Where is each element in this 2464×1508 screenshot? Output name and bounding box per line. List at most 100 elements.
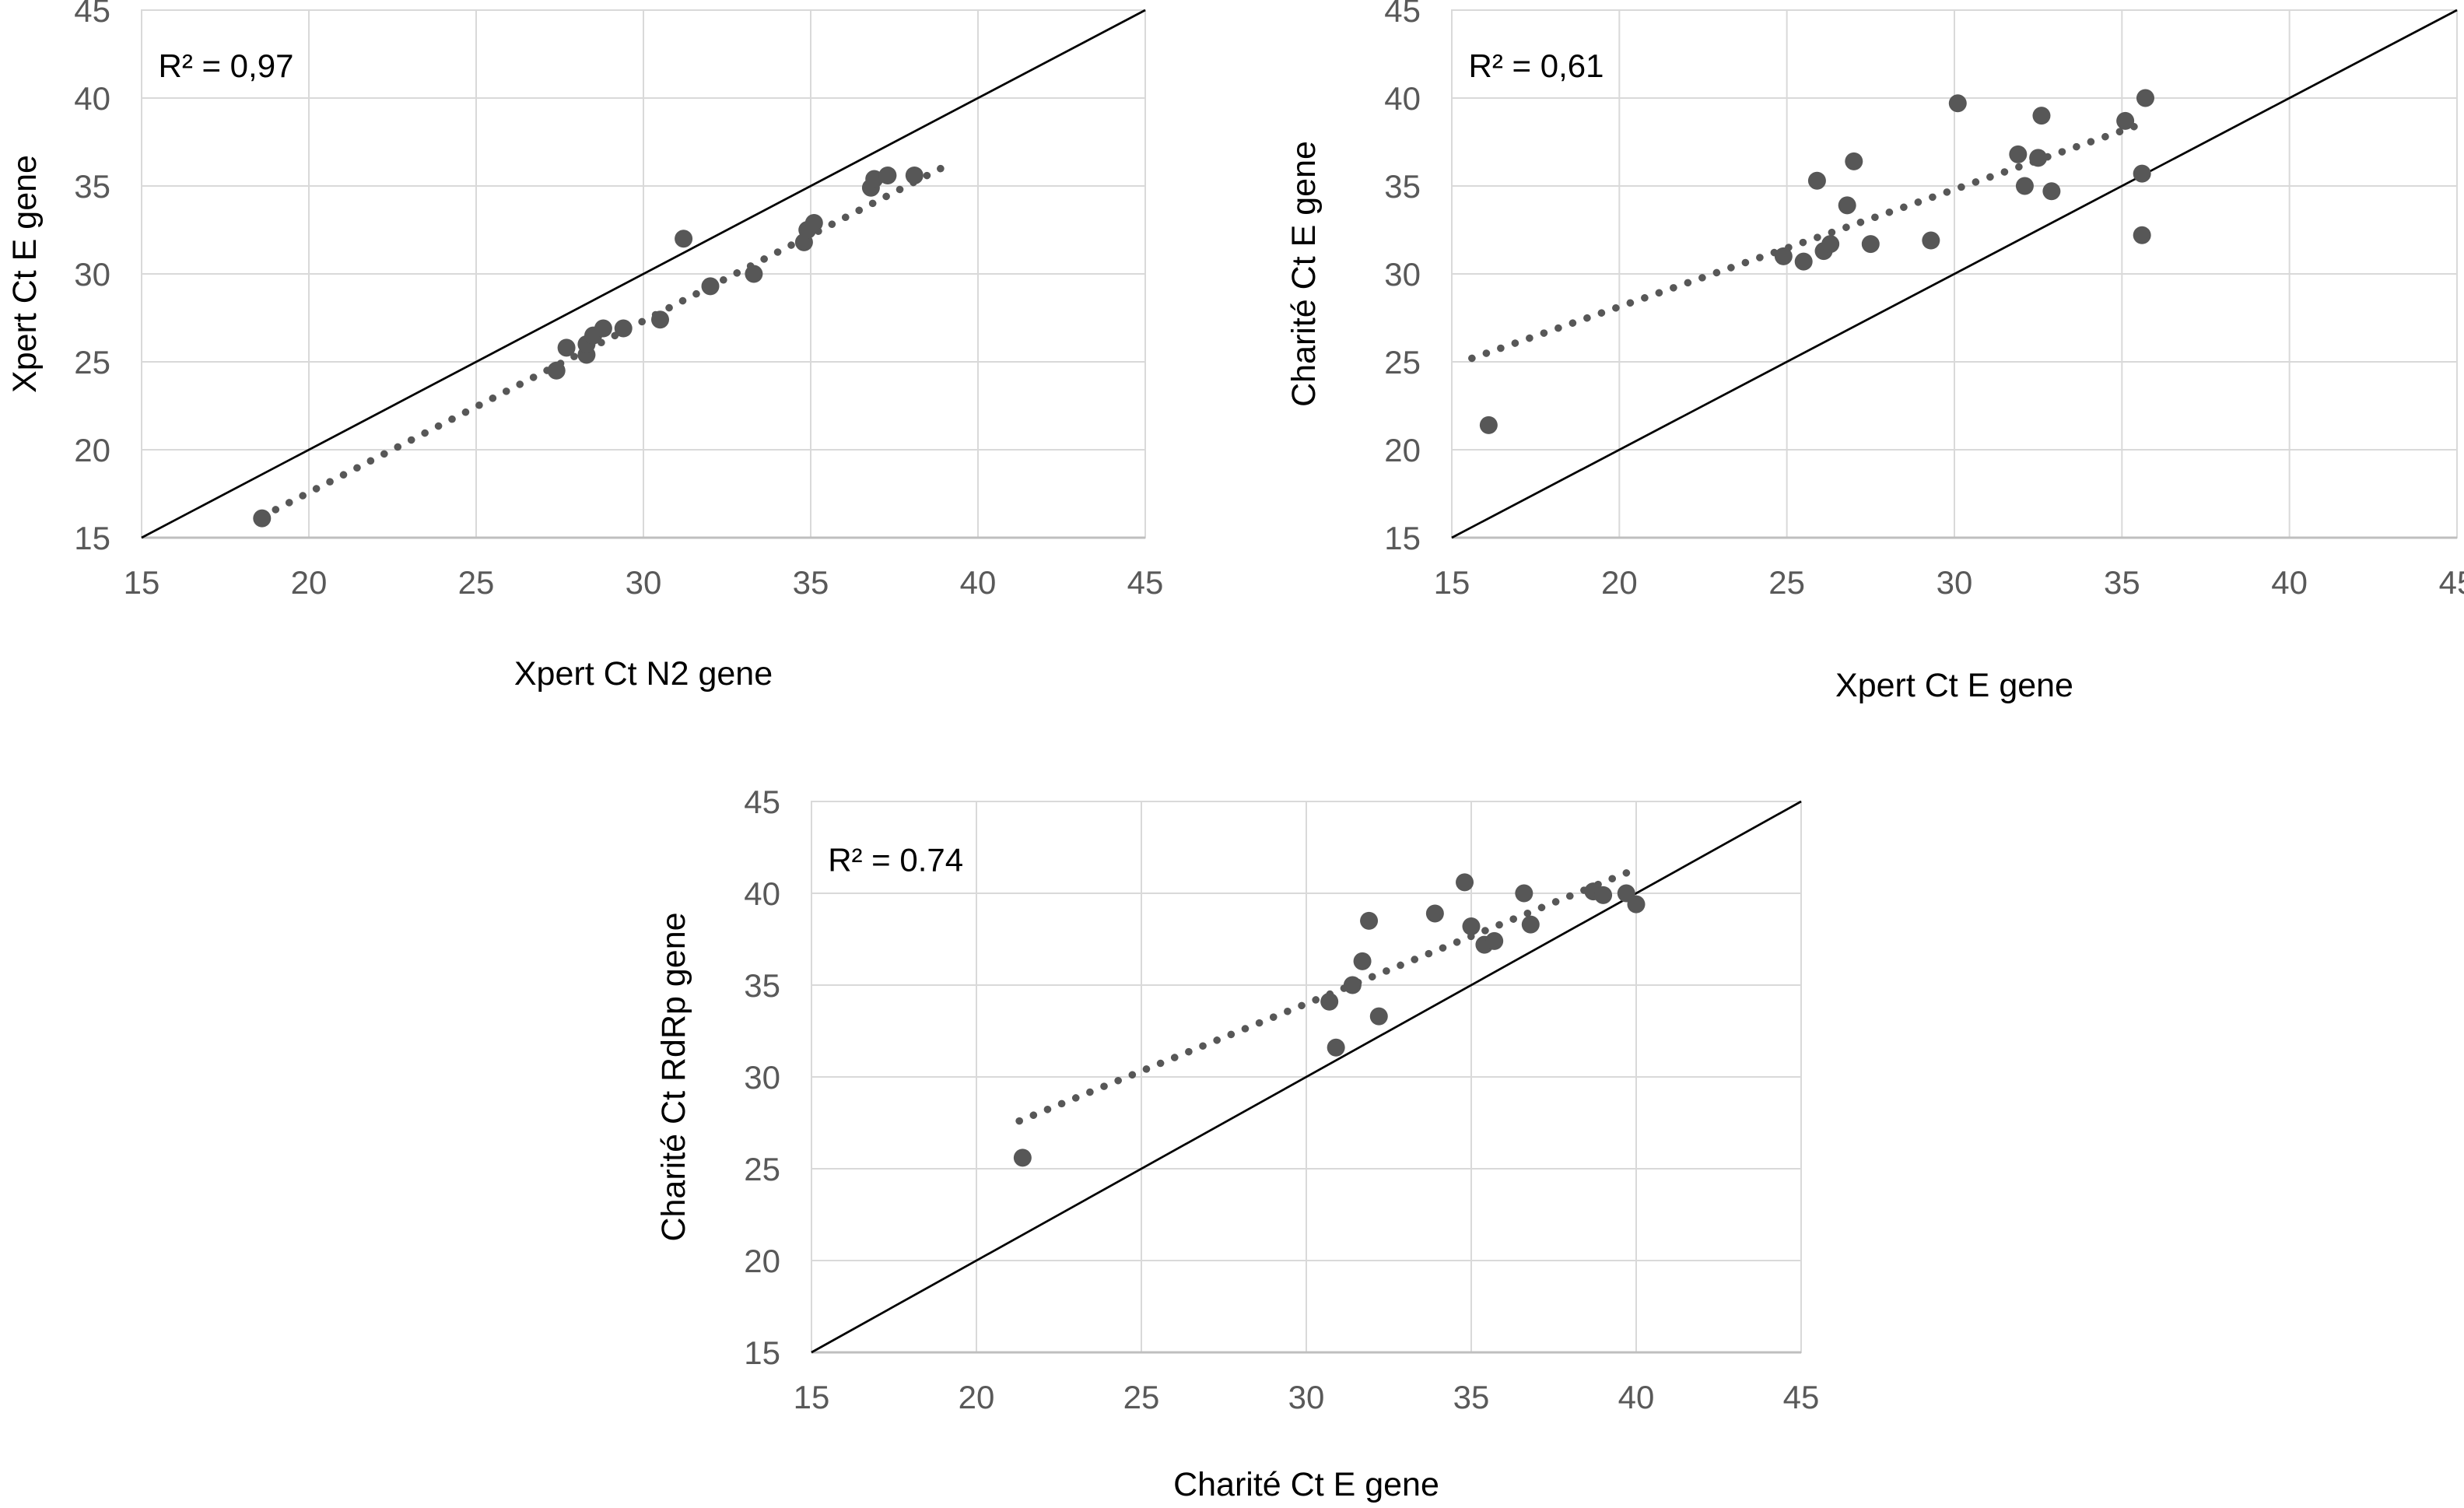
data-point: [547, 361, 566, 380]
y-tick-label: 20: [744, 1243, 780, 1279]
data-point: [1327, 1038, 1345, 1057]
data-point: [1479, 416, 1498, 434]
data-point: [1594, 886, 1613, 904]
x-tick-label: 35: [793, 564, 829, 601]
x-tick-label: 40: [960, 564, 997, 601]
data-point: [804, 213, 823, 232]
y-tick-label: 45: [1384, 0, 1421, 29]
data-point: [2015, 177, 2034, 195]
scatter-chart-canvas: R² = 0.74 15 15 20 20 25 25 30 30 35 35 40 40 45 45 Cha…: [638, 786, 1836, 1508]
scatter-chart-canvas: R² = 0,97 15 15 20 20 25 25 30 30 35 35 40 40 45 45 Xpe…: [0, 0, 1214, 747]
data-point: [1013, 1149, 1032, 1167]
x-tick-label: 25: [1123, 1379, 1160, 1415]
y-tick-label: 35: [744, 967, 780, 1004]
y-tick-label: 25: [744, 1151, 780, 1187]
data-point: [2133, 226, 2151, 244]
data-point: [2116, 111, 2135, 130]
x-tick-label: 30: [1937, 564, 1973, 601]
chart-background: [0, 0, 1214, 747]
x-tick-label: 15: [124, 564, 160, 601]
x-axis-title: Xpert Ct E gene: [1835, 667, 2073, 704]
x-tick-label: 35: [1453, 1379, 1490, 1415]
data-point: [745, 265, 763, 283]
y-axis-title: Charité Ct E gene: [1285, 141, 1323, 407]
scatter-chart-charite-e-vs-charite-rdrp: R² = 0.74 15 15 20 20 25 25 30 30 35 35 40 40 45 45 Cha…: [638, 786, 1836, 1508]
x-tick-label: 40: [1618, 1379, 1655, 1415]
y-axis-title: Xpert Ct E gene: [6, 155, 44, 393]
data-point: [253, 509, 272, 528]
identity-line: [811, 800, 1802, 1354]
r-squared-label: R² = 0,97: [159, 47, 294, 84]
y-tick-label: 30: [1384, 256, 1421, 293]
data-point: [1821, 235, 1840, 254]
y-tick-label: 25: [74, 344, 110, 381]
data-point: [2042, 182, 2061, 201]
r-squared-label: R² = 0,61: [1469, 47, 1604, 84]
data-point: [905, 166, 924, 184]
x-tick-label: 25: [458, 564, 495, 601]
data-point: [594, 319, 612, 338]
y-axis-title: Charité Ct RdRp gene: [655, 912, 692, 1241]
y-tick-label: 40: [1384, 80, 1421, 117]
data-point: [1838, 196, 1856, 215]
y-tick-label: 45: [74, 0, 110, 29]
scatter-chart-xpert-n2-vs-xpert-e: R² = 0,97 15 15 20 20 25 25 30 30 35 35 40 40 45 45 Xpe…: [0, 0, 1214, 747]
data-point: [865, 170, 884, 188]
scatter-chart-xpert-e-vs-charite-e: R² = 0,61 15 15 20 20 25 25 30 30 35 35 40 40 45 45 Xpe…: [1245, 0, 2464, 747]
data-point: [2133, 164, 2151, 183]
data-point: [2009, 145, 2028, 163]
r-squared-label: R² = 0.74: [828, 842, 963, 878]
data-point: [1425, 904, 1444, 923]
x-tick-label: 45: [1127, 564, 1164, 601]
y-tick-label: 40: [74, 80, 110, 117]
data-point: [557, 338, 576, 357]
x-tick-label: 20: [959, 1379, 995, 1415]
data-point: [1948, 94, 1967, 113]
x-tick-label: 45: [1783, 1379, 1820, 1415]
data-point: [1922, 231, 1940, 250]
y-tick-label: 15: [1384, 520, 1421, 556]
data-point: [1521, 915, 1540, 934]
y-tick-label: 20: [74, 432, 110, 468]
data-point: [701, 277, 720, 296]
data-point: [1794, 252, 1813, 271]
x-axis-title: Xpert Ct N2 gene: [514, 655, 773, 693]
y-tick-label: 30: [74, 256, 110, 293]
y-tick-label: 15: [74, 520, 110, 556]
data-point: [1360, 911, 1379, 930]
data-point: [1462, 917, 1481, 935]
data-point: [1774, 247, 1793, 265]
y-tick-label: 30: [744, 1059, 780, 1096]
data-point: [1485, 931, 1504, 950]
data-point: [651, 310, 669, 329]
x-tick-label: 45: [2439, 564, 2464, 601]
x-tick-label: 35: [2104, 564, 2140, 601]
data-point: [1807, 171, 1826, 190]
y-tick-label: 45: [744, 786, 780, 820]
y-tick-label: 40: [744, 875, 780, 912]
x-axis-title: Charité Ct E gene: [1173, 1466, 1439, 1503]
x-tick-label: 15: [794, 1379, 830, 1415]
x-tick-label: 40: [2271, 564, 2308, 601]
x-tick-label: 30: [626, 564, 662, 601]
data-point: [1861, 235, 1880, 254]
identity-line: [141, 9, 1146, 539]
data-point: [1456, 873, 1474, 892]
data-point: [1353, 952, 1372, 970]
y-tick-label: 25: [1384, 344, 1421, 381]
x-tick-label: 20: [1601, 564, 1638, 601]
data-point: [1320, 992, 1339, 1011]
trend-line: [1468, 122, 2140, 363]
data-point: [2032, 107, 2051, 125]
y-tick-label: 15: [744, 1334, 780, 1371]
data-point: [1343, 976, 1362, 994]
data-point: [675, 230, 693, 248]
data-point: [614, 319, 633, 338]
x-tick-label: 25: [1768, 564, 1805, 601]
scatter-chart-canvas: R² = 0,61 15 15 20 20 25 25 30 30 35 35 40 40 45 45 Xpe…: [1245, 0, 2464, 747]
y-tick-label: 35: [74, 168, 110, 205]
data-point: [1627, 895, 1646, 914]
data-point: [2029, 149, 2048, 167]
data-point: [878, 166, 897, 184]
x-tick-label: 15: [1434, 564, 1470, 601]
